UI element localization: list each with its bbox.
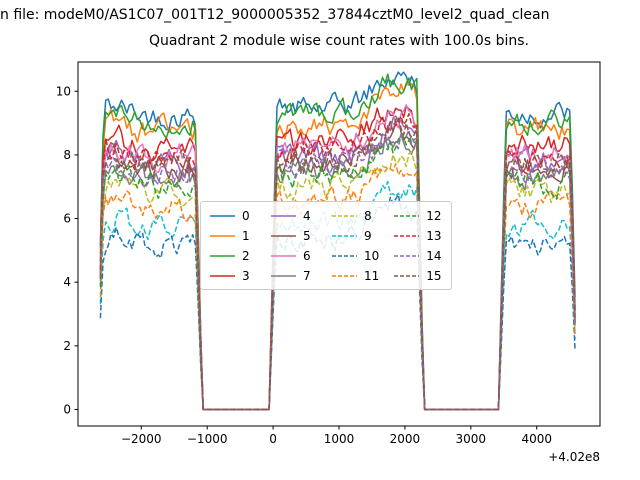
legend-line-sample-icon (394, 274, 420, 277)
legend-label: 15 (426, 268, 442, 283)
x-tick-label: 2000 (390, 432, 421, 446)
legend-label: 7 (303, 268, 311, 283)
series-line-15 (99, 116, 576, 411)
x-tick-label: −1000 (187, 432, 228, 446)
legend-line-sample-icon (332, 234, 357, 237)
legend-line-sample-icon (210, 274, 235, 277)
legend-entry-12: 12 (394, 207, 442, 224)
legend-entry-8: 8 (332, 207, 379, 224)
legend-line-sample-icon (271, 214, 296, 217)
x-tick-label: 0 (269, 432, 277, 446)
legend: 0 1 2 3 4 5 6 7 8 9 10 11 12 13 14 15 (200, 201, 452, 290)
legend-line-sample-icon (271, 254, 296, 257)
y-tick-label: 6 (63, 212, 71, 226)
legend-entry-15: 15 (394, 267, 442, 284)
legend-label: 1 (242, 228, 250, 243)
x-tick-label: 4000 (521, 432, 552, 446)
legend-entry-3: 3 (210, 267, 256, 284)
x-tick-label: −2000 (121, 432, 162, 446)
legend-entry-1: 1 (210, 227, 256, 244)
x-tick-label: 1000 (324, 432, 355, 446)
legend-line-sample-icon (271, 274, 296, 277)
legend-entry-9: 9 (332, 227, 379, 244)
legend-entry-2: 2 (210, 247, 256, 264)
legend-line-sample-icon (271, 234, 296, 237)
y-tick-label: 0 (63, 402, 71, 416)
legend-label: 5 (303, 228, 311, 243)
legend-label: 4 (303, 208, 311, 223)
y-tick-label: 8 (63, 148, 71, 162)
legend-line-sample-icon (210, 234, 235, 237)
legend-label: 12 (426, 208, 442, 223)
legend-entry-4: 4 (271, 207, 317, 224)
legend-entry-0: 0 (210, 207, 256, 224)
legend-label: 13 (426, 228, 442, 243)
legend-label: 6 (303, 248, 311, 263)
legend-entry-14: 14 (394, 247, 442, 264)
y-tick-label: 2 (63, 339, 71, 353)
x-axis-offset-label: +4.02e8 (548, 450, 600, 464)
legend-entry-10: 10 (332, 247, 379, 264)
legend-label: 8 (364, 208, 372, 223)
legend-label: 9 (364, 228, 372, 243)
legend-line-sample-icon (394, 234, 420, 237)
legend-line-sample-icon (394, 214, 420, 217)
legend-line-sample-icon (210, 254, 235, 257)
legend-line-sample-icon (332, 274, 357, 277)
figure-filename-text: n file: modeM0/AS1C07_001T12_9000005352_… (0, 7, 550, 23)
legend-label: 2 (242, 248, 250, 263)
legend-entry-5: 5 (271, 227, 317, 244)
legend-entry-11: 11 (332, 267, 379, 284)
y-tick-label: 4 (63, 275, 71, 289)
legend-line-sample-icon (210, 214, 235, 217)
y-tick-label: 10 (56, 84, 71, 98)
legend-label: 10 (364, 248, 380, 263)
legend-entry-7: 7 (271, 267, 317, 284)
legend-label: 14 (426, 248, 442, 263)
chart-title: Quadrant 2 module wise count rates with … (149, 33, 529, 49)
legend-entry-6: 6 (271, 247, 317, 264)
legend-entry-13: 13 (394, 227, 442, 244)
x-tick-label: 3000 (456, 432, 487, 446)
legend-line-sample-icon (332, 254, 357, 257)
legend-label: 0 (242, 208, 250, 223)
legend-label: 3 (242, 268, 250, 283)
legend-label: 11 (364, 268, 380, 283)
legend-line-sample-icon (332, 214, 357, 217)
legend-line-sample-icon (394, 254, 420, 257)
